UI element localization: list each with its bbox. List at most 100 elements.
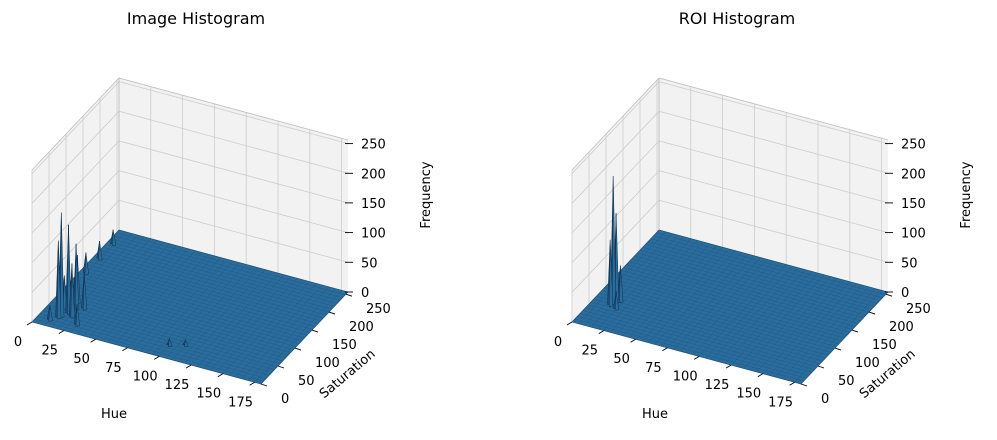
spike-face: [70, 263, 75, 319]
x-tick-mark: [90, 338, 96, 343]
mesh-line: [623, 267, 853, 330]
x-tick-mark: [249, 381, 255, 386]
left-wall-pane: [32, 78, 119, 322]
mesh-line: [634, 255, 864, 319]
mesh-line: [618, 272, 848, 336]
y-tick-label: 150: [332, 338, 357, 353]
x-tick-mark: [598, 330, 605, 334]
mesh-line: [650, 238, 880, 301]
mesh-line: [604, 287, 834, 350]
x-tick-mark: [789, 381, 795, 386]
y-tick-mark: [868, 311, 876, 315]
chart-title: ROI Histogram: [679, 9, 796, 28]
y-tick-label: 200: [889, 320, 914, 335]
spike-face: [75, 304, 80, 327]
mesh-line: [116, 232, 346, 296]
mesh-line: [67, 284, 297, 347]
y-tick-mark: [834, 347, 842, 351]
mesh-line: [590, 301, 821, 365]
spikes: [607, 176, 624, 311]
mesh-line: [53, 298, 283, 362]
x-tick-label: 100: [673, 369, 698, 384]
y-tick-mark: [294, 347, 302, 351]
grid-line: [658, 110, 889, 174]
grid-line: [658, 81, 889, 144]
mesh-line: [34, 318, 264, 382]
y-tick-label: 100: [315, 356, 340, 371]
z-tick-label: 200: [901, 167, 926, 182]
y-tick-label: 200: [349, 320, 374, 335]
z-tick-label: 50: [361, 256, 378, 271]
grid-line: [31, 200, 120, 293]
mesh-line: [59, 293, 289, 356]
z-tick-label: 250: [361, 138, 386, 153]
mesh-line: [102, 247, 332, 310]
spike-face: [619, 265, 624, 303]
spikes: [46, 212, 189, 348]
mesh-line: [574, 318, 804, 382]
x-tick-label: 175: [228, 395, 253, 410]
mesh-line: [648, 241, 878, 304]
grid-line: [571, 81, 660, 174]
x-tick-label: 0: [554, 335, 562, 350]
spike-face: [111, 229, 117, 247]
surface-mesh: [574, 231, 886, 383]
grid-line: [31, 140, 120, 234]
mesh-line: [577, 316, 807, 379]
y-tick-label: 150: [872, 338, 897, 353]
grid-line: [658, 199, 889, 263]
x-tick-mark: [757, 373, 764, 378]
mesh-line: [75, 275, 305, 339]
mesh-line: [645, 244, 875, 307]
mesh-line: [42, 310, 272, 373]
mesh-line: [48, 304, 278, 367]
x-tick-label: 175: [768, 395, 793, 410]
x-tick-mark: [185, 364, 192, 369]
mesh-line: [620, 270, 850, 333]
grid-line: [658, 170, 889, 233]
x-tick-label: 75: [105, 361, 122, 376]
grid-line: [571, 140, 660, 234]
y-tick-mark: [800, 383, 808, 387]
x-tick-mark: [662, 347, 668, 352]
back-wall-pane: [119, 78, 348, 292]
mesh-line: [639, 249, 870, 313]
mesh-line: [80, 270, 310, 333]
spike-face: [84, 252, 89, 275]
mesh-line: [637, 252, 867, 316]
x-tick-mark: [58, 330, 65, 334]
y-tick-mark: [885, 293, 893, 297]
z-axis-label: Frequency: [959, 161, 974, 228]
mesh-line: [593, 298, 823, 362]
y-tick-mark: [311, 329, 319, 333]
z-tick-label: 100: [901, 227, 926, 242]
mesh-line: [642, 247, 872, 310]
y-axis-label: Saturation: [857, 347, 919, 402]
grid-line: [571, 170, 660, 263]
y-tick-mark: [851, 329, 859, 333]
y-tick-mark: [260, 383, 268, 387]
mesh-line: [610, 281, 840, 344]
mesh-line: [72, 278, 302, 342]
grid-line: [658, 140, 889, 204]
mesh-line: [582, 310, 812, 373]
x-tick-label: 50: [613, 352, 630, 367]
mesh-line: [585, 307, 815, 370]
grid-line: [118, 199, 349, 263]
x-tick-label: 100: [133, 369, 158, 384]
spike-face: [82, 273, 88, 311]
x-tick-mark: [153, 356, 160, 360]
mesh-line: [629, 261, 859, 324]
z-tick-label: 150: [361, 197, 386, 212]
grid-line: [118, 170, 349, 233]
x-tick-mark: [26, 321, 33, 326]
z-tick-label: 0: [901, 286, 909, 301]
spike-face: [48, 305, 53, 322]
mesh-line: [89, 261, 319, 324]
spike-face: [59, 212, 65, 318]
z-tick-label: 100: [361, 227, 386, 242]
mesh-line: [70, 281, 300, 344]
